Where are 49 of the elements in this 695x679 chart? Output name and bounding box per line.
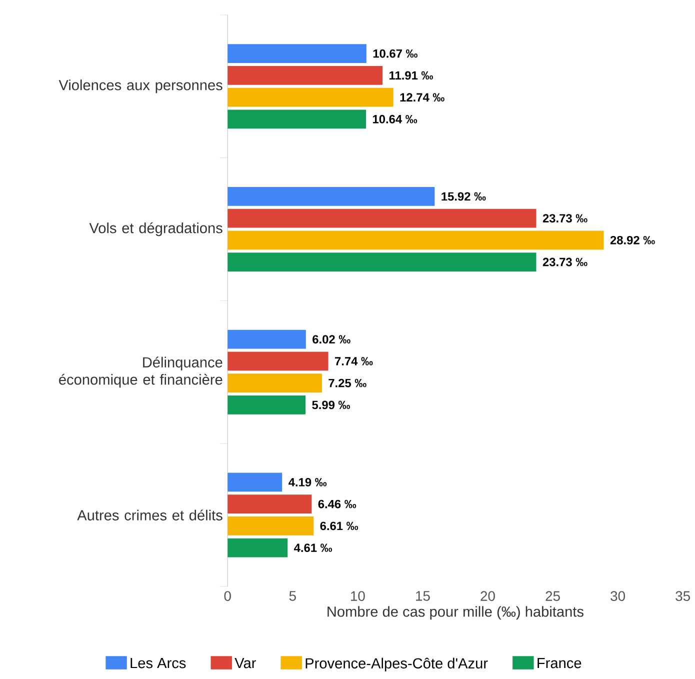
x-tick-label: 25: [546, 591, 560, 602]
data-label: 4.61 ‰: [294, 544, 332, 552]
data-label: 7.25 ‰: [328, 378, 366, 388]
data-label: 6.02 ‰: [312, 335, 350, 344]
bar: [228, 538, 288, 558]
data-label: 6.61 ‰: [320, 522, 358, 530]
bar: [228, 374, 322, 393]
bar: [228, 352, 328, 371]
legend-label: France: [538, 658, 582, 668]
legend-label: Provence-Alpes-Côte d'Azur: [306, 658, 488, 672]
data-label: 6.46 ‰: [318, 500, 356, 508]
y-tick-label: Vols et dégradations: [89, 222, 222, 236]
x-axis-title: Nombre de cas pour mille (‰) habitants: [328, 606, 584, 620]
x-tick-label: 0: [224, 591, 231, 602]
x-tick-label: 30: [610, 591, 625, 602]
y-tick-label: Autres crimes et délits: [77, 510, 222, 521]
data-label: 5.99 ‰: [312, 400, 350, 410]
legend-label: Var: [234, 658, 256, 668]
data-label: 23.73 ‰: [542, 258, 588, 266]
y-tick-label: Violences aux personnes: [58, 80, 222, 94]
bar: [228, 472, 282, 492]
x-tick-label: 15: [416, 591, 430, 601]
bar: [228, 208, 536, 228]
x-tick-label: 35: [676, 591, 690, 602]
legend-label: Les Arcs: [130, 658, 186, 668]
bar: [228, 494, 312, 514]
data-label: 4.19 ‰: [288, 478, 327, 486]
data-label: 28.92 ‰: [610, 236, 655, 244]
data-label: 10.67 ‰: [373, 49, 418, 58]
x-tick-label: 5: [289, 591, 296, 601]
data-label: 12.74 ‰: [400, 93, 444, 102]
bar: [228, 252, 536, 272]
x-tick-label: 20: [480, 591, 495, 602]
x-tick-label: 10: [351, 591, 365, 602]
data-label: 11.91 ‰: [390, 71, 433, 80]
bar: [228, 230, 604, 250]
bar: [228, 88, 394, 107]
data-label: 7.74 ‰: [335, 357, 373, 366]
bar: [228, 516, 314, 536]
data-label: 10.64 ‰: [372, 114, 418, 124]
bar: [228, 396, 306, 414]
bar: [228, 66, 383, 85]
bar: [228, 44, 366, 64]
bar: [228, 187, 435, 206]
y-tick-label: Délinquance économique et financière: [59, 356, 222, 388]
bar: [228, 330, 306, 349]
data-label: 23.73 ‰: [542, 214, 588, 223]
bar: [228, 110, 366, 129]
data-label: 15.92 ‰: [442, 192, 486, 201]
